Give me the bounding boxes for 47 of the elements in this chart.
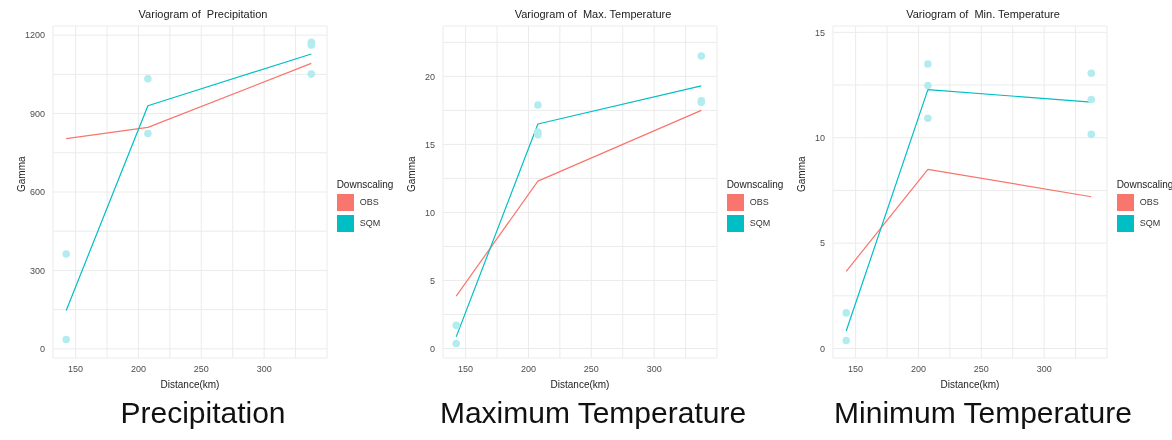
- text: Minimum Temperature: [834, 396, 1132, 430]
- text: Maximum Temperature: [439, 396, 747, 430]
- x-tick-label: 250: [973, 364, 989, 375]
- legend-title: Downscaling: [1116, 178, 1172, 190]
- text: Precipitation: [120, 396, 286, 430]
- x-tick-label: 250: [193, 364, 209, 375]
- x-tick-label: 150: [457, 364, 473, 375]
- x-tick-label: 250: [583, 364, 599, 375]
- legend-label: SQM: [1139, 218, 1161, 228]
- chart-title: Variogram of Max. Temperature: [514, 8, 672, 22]
- y-tick-label: 900: [29, 108, 45, 119]
- chart-title: Variogram of Precipitation: [138, 8, 268, 22]
- x-tick-label: 150: [847, 364, 863, 375]
- y-axis-title: Gamma: [15, 156, 27, 192]
- legend-title: Downscaling: [336, 178, 394, 190]
- legend-label: SQM: [749, 218, 771, 228]
- y-tick-label: 5: [429, 275, 435, 286]
- x-tick-label: 200: [130, 364, 146, 375]
- legend-label: OBS: [749, 197, 769, 207]
- x-axis-title: Distance(km): [940, 379, 1000, 390]
- y-tick-label: 300: [29, 265, 45, 276]
- y-tick-label: 0: [429, 343, 435, 354]
- legend-label: OBS: [359, 197, 379, 207]
- x-tick-label: 300: [1036, 364, 1052, 375]
- y-axis-title: Gamma: [405, 156, 417, 192]
- y-tick-label: 0: [819, 343, 825, 354]
- y-tick-label: 5: [819, 238, 825, 249]
- x-tick-label: 200: [520, 364, 536, 375]
- y-tick-label: 10: [424, 207, 435, 218]
- chart-title: Variogram of Min. Temperature: [906, 8, 1060, 22]
- legend-title: Downscaling: [726, 178, 784, 190]
- y-tick-label: 15: [424, 139, 435, 150]
- x-axis-title: Distance(km): [550, 379, 610, 390]
- x-axis-title: Distance(km): [160, 379, 220, 390]
- legend-label: SQM: [359, 218, 381, 228]
- y-tick-label: 10: [814, 132, 825, 143]
- y-tick-label: 600: [29, 187, 45, 198]
- y-axis-title: Gamma: [795, 156, 807, 192]
- legend-label: OBS: [1139, 197, 1159, 207]
- x-tick-label: 300: [256, 364, 272, 375]
- y-tick-label: 0: [39, 344, 45, 355]
- y-tick-label: 1200: [24, 30, 45, 41]
- x-tick-label: 200: [910, 364, 926, 375]
- x-tick-label: 300: [646, 364, 662, 375]
- x-tick-label: 150: [67, 364, 83, 375]
- y-tick-label: 15: [814, 27, 825, 38]
- y-tick-label: 20: [424, 71, 435, 82]
